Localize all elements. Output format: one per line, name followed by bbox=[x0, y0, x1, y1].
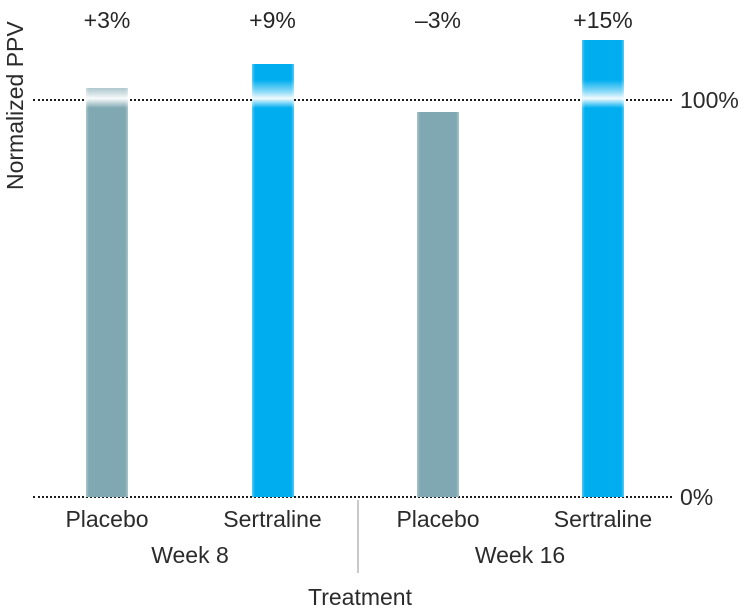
glow-band bbox=[582, 79, 624, 108]
group-label-week8: Week 8 bbox=[151, 542, 229, 568]
group-label-week16: Week 16 bbox=[474, 542, 566, 568]
bar-week8-placebo bbox=[86, 88, 128, 497]
value-label-week16-sertraline: +15% bbox=[573, 7, 633, 33]
x-axis-title: Treatment bbox=[308, 584, 412, 610]
ytick-label-100: 100% bbox=[680, 87, 739, 113]
xtick-label-week16-placebo: Placebo bbox=[396, 506, 480, 532]
reference-line-100 bbox=[33, 99, 672, 101]
xtick-label-week16-sertraline: Sertraline bbox=[553, 506, 653, 532]
y-axis-title: Normalized PPV bbox=[2, 21, 28, 191]
value-label-week16-placebo: –3% bbox=[414, 7, 462, 33]
glow-band bbox=[86, 88, 128, 108]
bar-week8-sertraline bbox=[251, 64, 294, 497]
xtick-label-week8-sertraline: Sertraline bbox=[223, 506, 322, 532]
value-label-week8-sertraline: +9% bbox=[249, 7, 296, 33]
bar-week16-placebo bbox=[417, 111, 459, 497]
value-label-week8-placebo: +3% bbox=[83, 7, 131, 33]
bar-week16-sertraline bbox=[582, 40, 624, 497]
baseline-axis-0 bbox=[33, 496, 672, 498]
xtick-label-week8-placebo: Placebo bbox=[65, 506, 149, 532]
group-divider-line bbox=[357, 500, 359, 573]
ytick-label-0: 0% bbox=[680, 484, 714, 510]
glow-band bbox=[251, 79, 294, 108]
